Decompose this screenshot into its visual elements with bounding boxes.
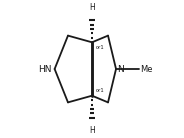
Text: N: N <box>117 64 124 74</box>
Text: or1: or1 <box>95 45 104 50</box>
Text: or1: or1 <box>95 88 104 93</box>
Text: HN: HN <box>38 64 51 74</box>
Text: H: H <box>89 126 95 135</box>
Text: H: H <box>89 3 95 12</box>
Text: Me: Me <box>140 64 153 74</box>
